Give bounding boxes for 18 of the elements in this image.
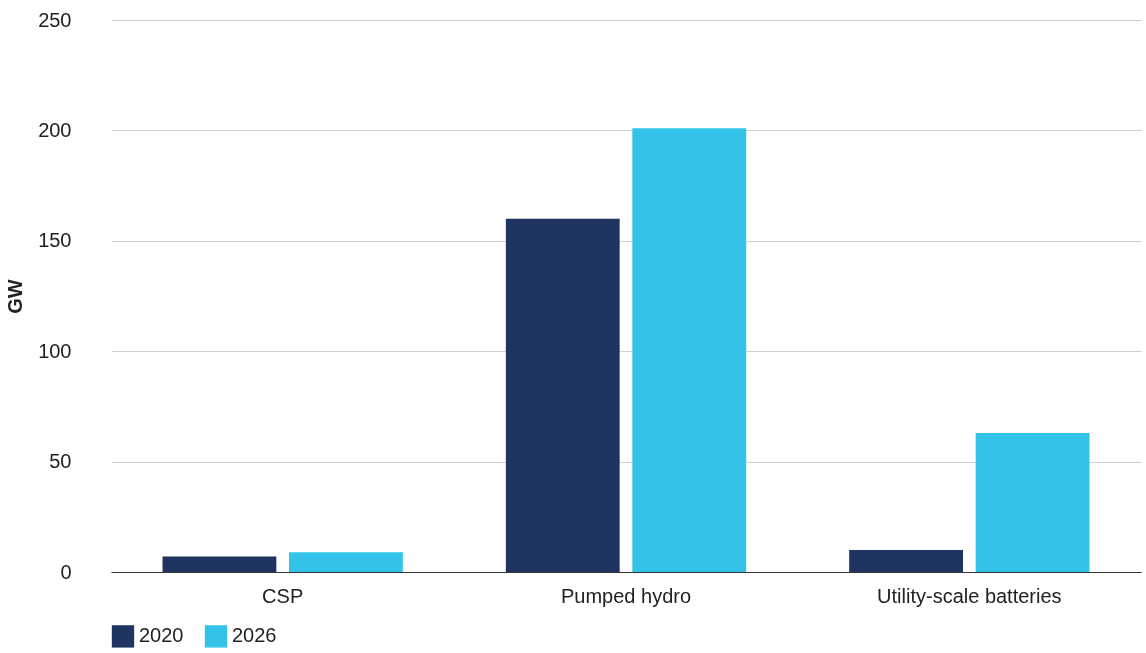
bar [505, 218, 620, 572]
x-tick-label: CSP [262, 584, 304, 607]
bar [162, 556, 277, 572]
y-tick-label: 50 [49, 450, 72, 473]
y-axis-title: GW [4, 279, 27, 314]
bar [632, 128, 747, 572]
y-tick-label: 150 [38, 229, 72, 252]
y-tick-label: 250 [38, 8, 72, 31]
y-tick-label: 100 [38, 339, 72, 362]
x-tick-label: Pumped hydro [560, 584, 692, 607]
legend-label: 2020 [139, 624, 184, 647]
bar [975, 432, 1090, 572]
legend-label: 2026 [232, 624, 277, 647]
y-tick-label: 200 [38, 118, 72, 141]
x-tick-label: Utility-scale batteries [877, 584, 1062, 607]
bar [288, 552, 403, 572]
bar [849, 549, 964, 572]
y-tick-label: 0 [60, 560, 72, 583]
